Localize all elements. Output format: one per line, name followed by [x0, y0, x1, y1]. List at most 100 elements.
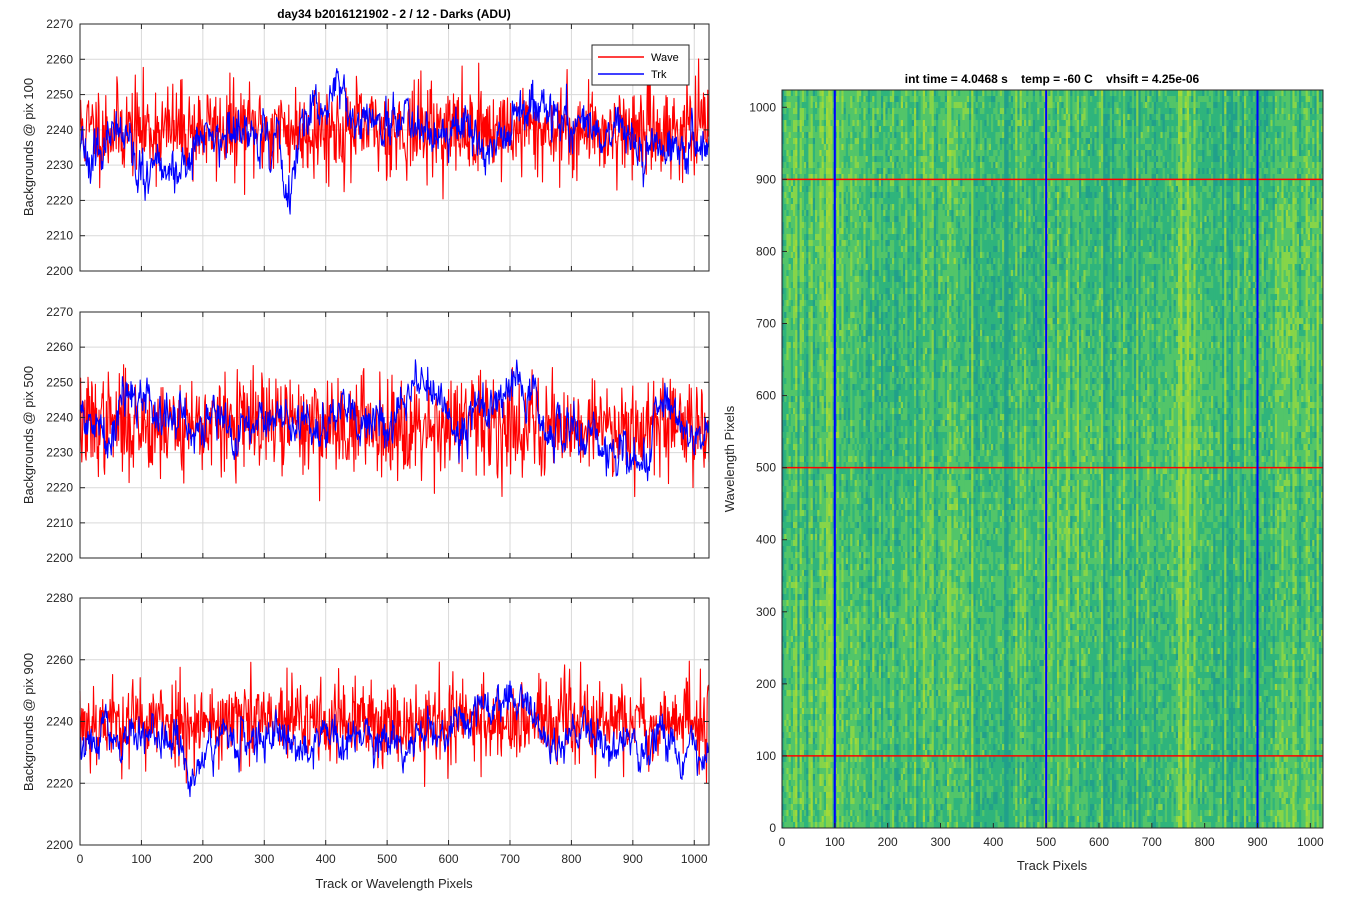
- heatmap-cell: [786, 762, 789, 768]
- heatmap-cell: [786, 306, 789, 312]
- heatmap-cell: [784, 696, 787, 702]
- heatmap-cell: [793, 780, 796, 786]
- heatmap-title: int time = 4.0468 s temp = -60 C vhsift …: [905, 72, 1200, 86]
- heatmap-cell: [793, 804, 796, 810]
- heatmap-cell: [795, 792, 798, 798]
- heatmap-cell: [791, 708, 794, 714]
- heatmap-cell: [791, 468, 794, 474]
- heatmap-cell: [795, 684, 798, 690]
- heatmap-cell: [797, 246, 800, 252]
- heatmap-cell: [797, 588, 800, 594]
- heatmap-cell: [797, 354, 800, 360]
- heatmap-cell: [797, 348, 800, 354]
- heatmap-cell: [789, 612, 792, 618]
- heatmap-cell: [793, 558, 796, 564]
- heatmap-cell: [789, 114, 792, 120]
- heatmap-cell: [789, 702, 792, 708]
- heatmap-cell: [795, 240, 798, 246]
- heatmap-cell: [793, 336, 796, 342]
- heatmap-cell: [797, 636, 800, 642]
- heatmap-cell: [786, 336, 789, 342]
- heatmap-cell: [795, 648, 798, 654]
- heatmap-cell: [784, 156, 787, 162]
- heatmap-cell: [791, 234, 794, 240]
- heatmap-cell: [791, 450, 794, 456]
- heatmap-cell: [789, 714, 792, 720]
- heatmap-cell: [786, 198, 789, 204]
- heatmap-cell: [789, 666, 792, 672]
- heatmap-cell: [784, 798, 787, 804]
- heatmap-cell: [786, 546, 789, 552]
- heatmap-cell: [786, 798, 789, 804]
- heatmap-cell: [791, 180, 794, 186]
- heatmap-cell: [795, 780, 798, 786]
- heatmap-cell: [797, 630, 800, 636]
- heatmap-cell: [791, 432, 794, 438]
- heatmap-cell: [786, 630, 789, 636]
- heatmap-cell: [786, 252, 789, 258]
- heatmap-cell: [789, 540, 792, 546]
- heatmap-cell: [793, 216, 796, 222]
- x-axis-label-left: Track or Wavelength Pixels: [315, 876, 473, 891]
- heatmap-cell: [797, 558, 800, 564]
- heatmap-cell: [795, 522, 798, 528]
- heatmap-cell: [797, 474, 800, 480]
- heatmap-cell: [789, 456, 792, 462]
- heatmap-cell: [784, 438, 787, 444]
- heatmap-cell: [784, 300, 787, 306]
- heatmap-cell: [791, 114, 794, 120]
- heatmap-cell: [797, 222, 800, 228]
- heatmap-cell: [791, 564, 794, 570]
- heatmap-cell: [786, 96, 789, 102]
- heatmap-cell: [795, 420, 798, 426]
- heatmap-cell: [791, 678, 794, 684]
- heatmap-cell: [786, 90, 789, 96]
- heatmap-cell: [784, 354, 787, 360]
- y-tick-label: 2220: [46, 776, 73, 790]
- heatmap-cell: [786, 642, 789, 648]
- heatmap-cell: [793, 126, 796, 132]
- heatmap-cell: [793, 222, 796, 228]
- heatmap-cell: [786, 132, 789, 138]
- heatmap-cell: [789, 102, 792, 108]
- heatmap-cell: [791, 390, 794, 396]
- heatmap-cell: [795, 438, 798, 444]
- heatmap-cell: [786, 240, 789, 246]
- heatmap-cell: [791, 486, 794, 492]
- heatmap-cell: [793, 726, 796, 732]
- heatmap-cell: [793, 738, 796, 744]
- heatmap-cell: [789, 756, 792, 762]
- y-tick-label: 2200: [46, 838, 73, 852]
- heatmap-cell: [789, 618, 792, 624]
- heatmap-cell: [786, 774, 789, 780]
- heatmap-cell: [786, 372, 789, 378]
- heatmap-cell: [797, 564, 800, 570]
- heatmap-cell: [793, 132, 796, 138]
- heatmap-cell: [784, 822, 787, 828]
- heatmap-cell: [795, 396, 798, 402]
- heatmap-cell: [795, 516, 798, 522]
- heatmap-cell: [784, 480, 787, 486]
- heatmap-cell: [789, 816, 792, 822]
- heatmap-cell: [786, 222, 789, 228]
- heatmap-cell: [797, 456, 800, 462]
- heatmap-cell: [791, 810, 794, 816]
- heatmap-cell: [786, 714, 789, 720]
- heatmap-cell: [793, 96, 796, 102]
- heatmap-cell: [784, 108, 787, 114]
- heatmap-cell: [795, 432, 798, 438]
- heatmap-cell: [793, 240, 796, 246]
- heatmap-cell: [795, 510, 798, 516]
- heatmap-cell: [784, 516, 787, 522]
- heatmap-cell: [784, 228, 787, 234]
- heatmap-cell: [791, 426, 794, 432]
- heatmap-cell: [789, 216, 792, 222]
- heatmap-cell: [793, 486, 796, 492]
- heatmap-cell: [784, 762, 787, 768]
- heatmap-cell: [797, 258, 800, 264]
- heatmap-cell: [793, 180, 796, 186]
- heatmap-cell: [797, 240, 800, 246]
- heatmap-cell: [793, 786, 796, 792]
- heatmap-cell: [795, 408, 798, 414]
- heatmap-cell: [797, 396, 800, 402]
